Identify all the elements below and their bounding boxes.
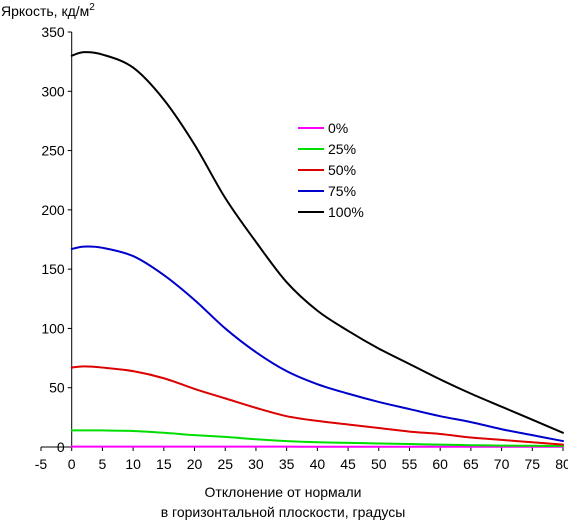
x-tick-label: 20 <box>187 456 203 472</box>
x-tick-label: 70 <box>494 456 510 472</box>
series-line-75-percent <box>70 245 564 443</box>
legend-label-0-percent: 0% <box>328 120 348 136</box>
x-tick-label: 60 <box>432 456 448 472</box>
series-lines-group <box>70 51 564 448</box>
legend-label-50-percent: 50% <box>328 162 356 178</box>
y-axis-title-superscript: 2 <box>89 2 95 13</box>
y-tick-label: 250 <box>41 143 65 159</box>
x-axis-title-line-1: Отклонение от нормали <box>205 484 362 500</box>
series-line-100-percent <box>70 51 564 434</box>
x-tick-label: 45 <box>340 456 356 472</box>
x-tick-label: 15 <box>156 456 172 472</box>
x-tick-label: 50 <box>371 456 387 472</box>
legend-label-75-percent: 75% <box>328 183 356 199</box>
y-tick-label: 100 <box>41 320 65 336</box>
x-axis-title-line-2: в горизонтальной плоскости, градусы <box>161 504 406 520</box>
x-tick-label: 30 <box>248 456 264 472</box>
x-tick-label: 25 <box>217 456 233 472</box>
y-axis-title: Яркость, кд/м2 <box>1 2 95 19</box>
y-tick-label: 350 <box>41 24 65 40</box>
series-line-25-percent <box>70 429 564 448</box>
y-tick-label: 150 <box>41 261 65 277</box>
x-tick-label: 80 <box>555 456 568 472</box>
x-tick-label: 10 <box>125 456 141 472</box>
x-tick-label: 65 <box>463 456 479 472</box>
legend-label-100-percent: 100% <box>328 204 364 220</box>
x-tick-label: 55 <box>402 456 418 472</box>
x-tick-label: 0 <box>68 456 76 472</box>
series-line-50-percent <box>70 365 564 446</box>
x-tick-label: 40 <box>310 456 326 472</box>
x-tick-label: 5 <box>99 456 107 472</box>
y-tick-label: 0 <box>57 439 65 455</box>
axes-group: 0 50 100 150 200 250 300 350 -5 0 5 10 15 20 25 30 35 40 4… <box>35 24 568 472</box>
x-tick-label: 75 <box>525 456 541 472</box>
y-axis-title-main: Яркость, кд/м <box>1 3 89 19</box>
legend-label-25-percent: 25% <box>328 141 356 157</box>
y-tick-label: 300 <box>41 83 65 99</box>
legend: 0% 25% 50% 75% 100% <box>298 120 364 220</box>
x-tick-label: 35 <box>279 456 295 472</box>
y-tick-label: 200 <box>41 202 65 218</box>
y-tick-label: 50 <box>49 380 65 396</box>
x-tick-label: -5 <box>35 456 48 472</box>
